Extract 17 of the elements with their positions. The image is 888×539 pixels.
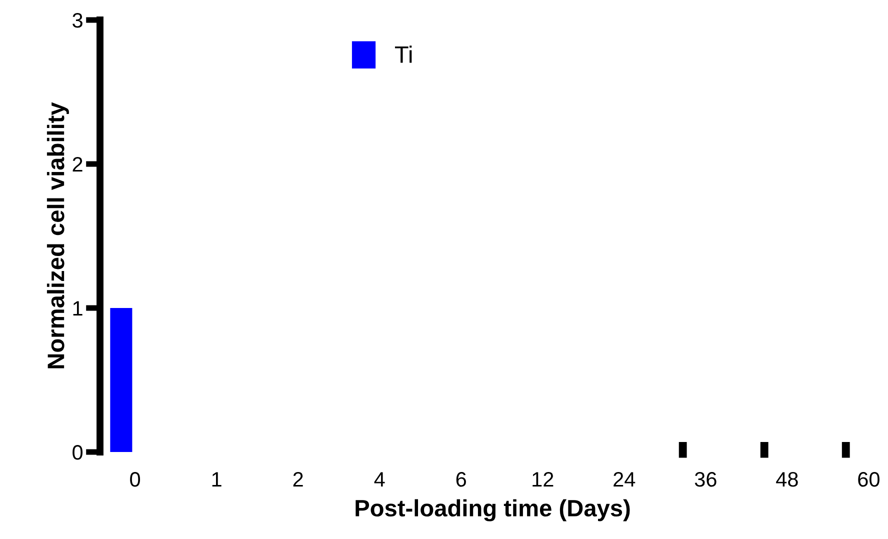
x-tick-label: 2 bbox=[293, 472, 303, 487]
x-axis-title: Post-loading time (Days) bbox=[356, 499, 630, 522]
x-tick-label: 4 bbox=[374, 472, 385, 487]
x-tick-label: 24 bbox=[614, 472, 636, 487]
x-tick-label: 48 bbox=[776, 472, 798, 487]
y-tick-label: 3 bbox=[72, 13, 82, 28]
x-tick-label: 12 bbox=[532, 472, 554, 487]
x-tick-label: 0 bbox=[130, 472, 140, 487]
y-tick-label: 2 bbox=[72, 157, 82, 172]
x-tick-label: 36 bbox=[694, 472, 716, 487]
x-tick-label: 60 bbox=[858, 472, 880, 487]
legend-label: Ti bbox=[394, 46, 412, 63]
x-tick-label: 1 bbox=[212, 472, 222, 487]
x-tick-label: 6 bbox=[456, 472, 466, 487]
y-tick-label: 1 bbox=[73, 301, 82, 316]
y-axis-title: Normalized cell viability bbox=[46, 102, 69, 368]
y-tick-label: 0 bbox=[72, 445, 83, 460]
